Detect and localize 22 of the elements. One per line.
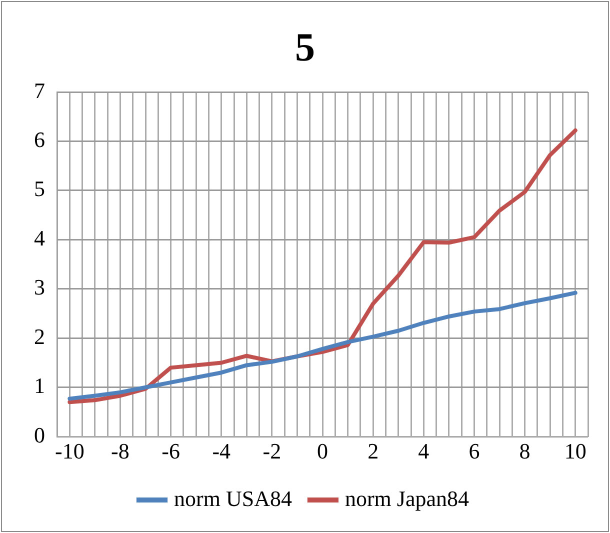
x-tick-label: -8 bbox=[111, 438, 130, 464]
x-tick-label: 4 bbox=[418, 438, 430, 464]
y-tick-label: 7 bbox=[34, 78, 45, 103]
y-tick-label: 2 bbox=[34, 324, 45, 349]
legend-label: norm Japan84 bbox=[344, 486, 469, 511]
x-tick-label: -6 bbox=[162, 438, 180, 464]
x-tick-label: 8 bbox=[519, 438, 530, 464]
x-tick-label: -10 bbox=[54, 438, 84, 464]
x-tick-label: 10 bbox=[564, 438, 586, 464]
legend-label: norm USA84 bbox=[174, 486, 292, 511]
y-tick-label: 3 bbox=[34, 274, 45, 300]
x-tick-label: 0 bbox=[317, 438, 328, 464]
x-tick-label: -4 bbox=[212, 438, 231, 464]
y-tick-label: 0 bbox=[34, 422, 45, 448]
x-tick-label: -2 bbox=[262, 438, 282, 464]
y-tick-label: 6 bbox=[34, 127, 45, 152]
y-tick-label: 4 bbox=[34, 225, 45, 250]
y-tick-label: 5 bbox=[34, 176, 45, 202]
x-tick-label: 6 bbox=[468, 438, 480, 464]
x-tick-label: 2 bbox=[368, 438, 379, 464]
y-tick-label: 1 bbox=[34, 373, 45, 398]
chart-title: 5 bbox=[295, 24, 315, 70]
